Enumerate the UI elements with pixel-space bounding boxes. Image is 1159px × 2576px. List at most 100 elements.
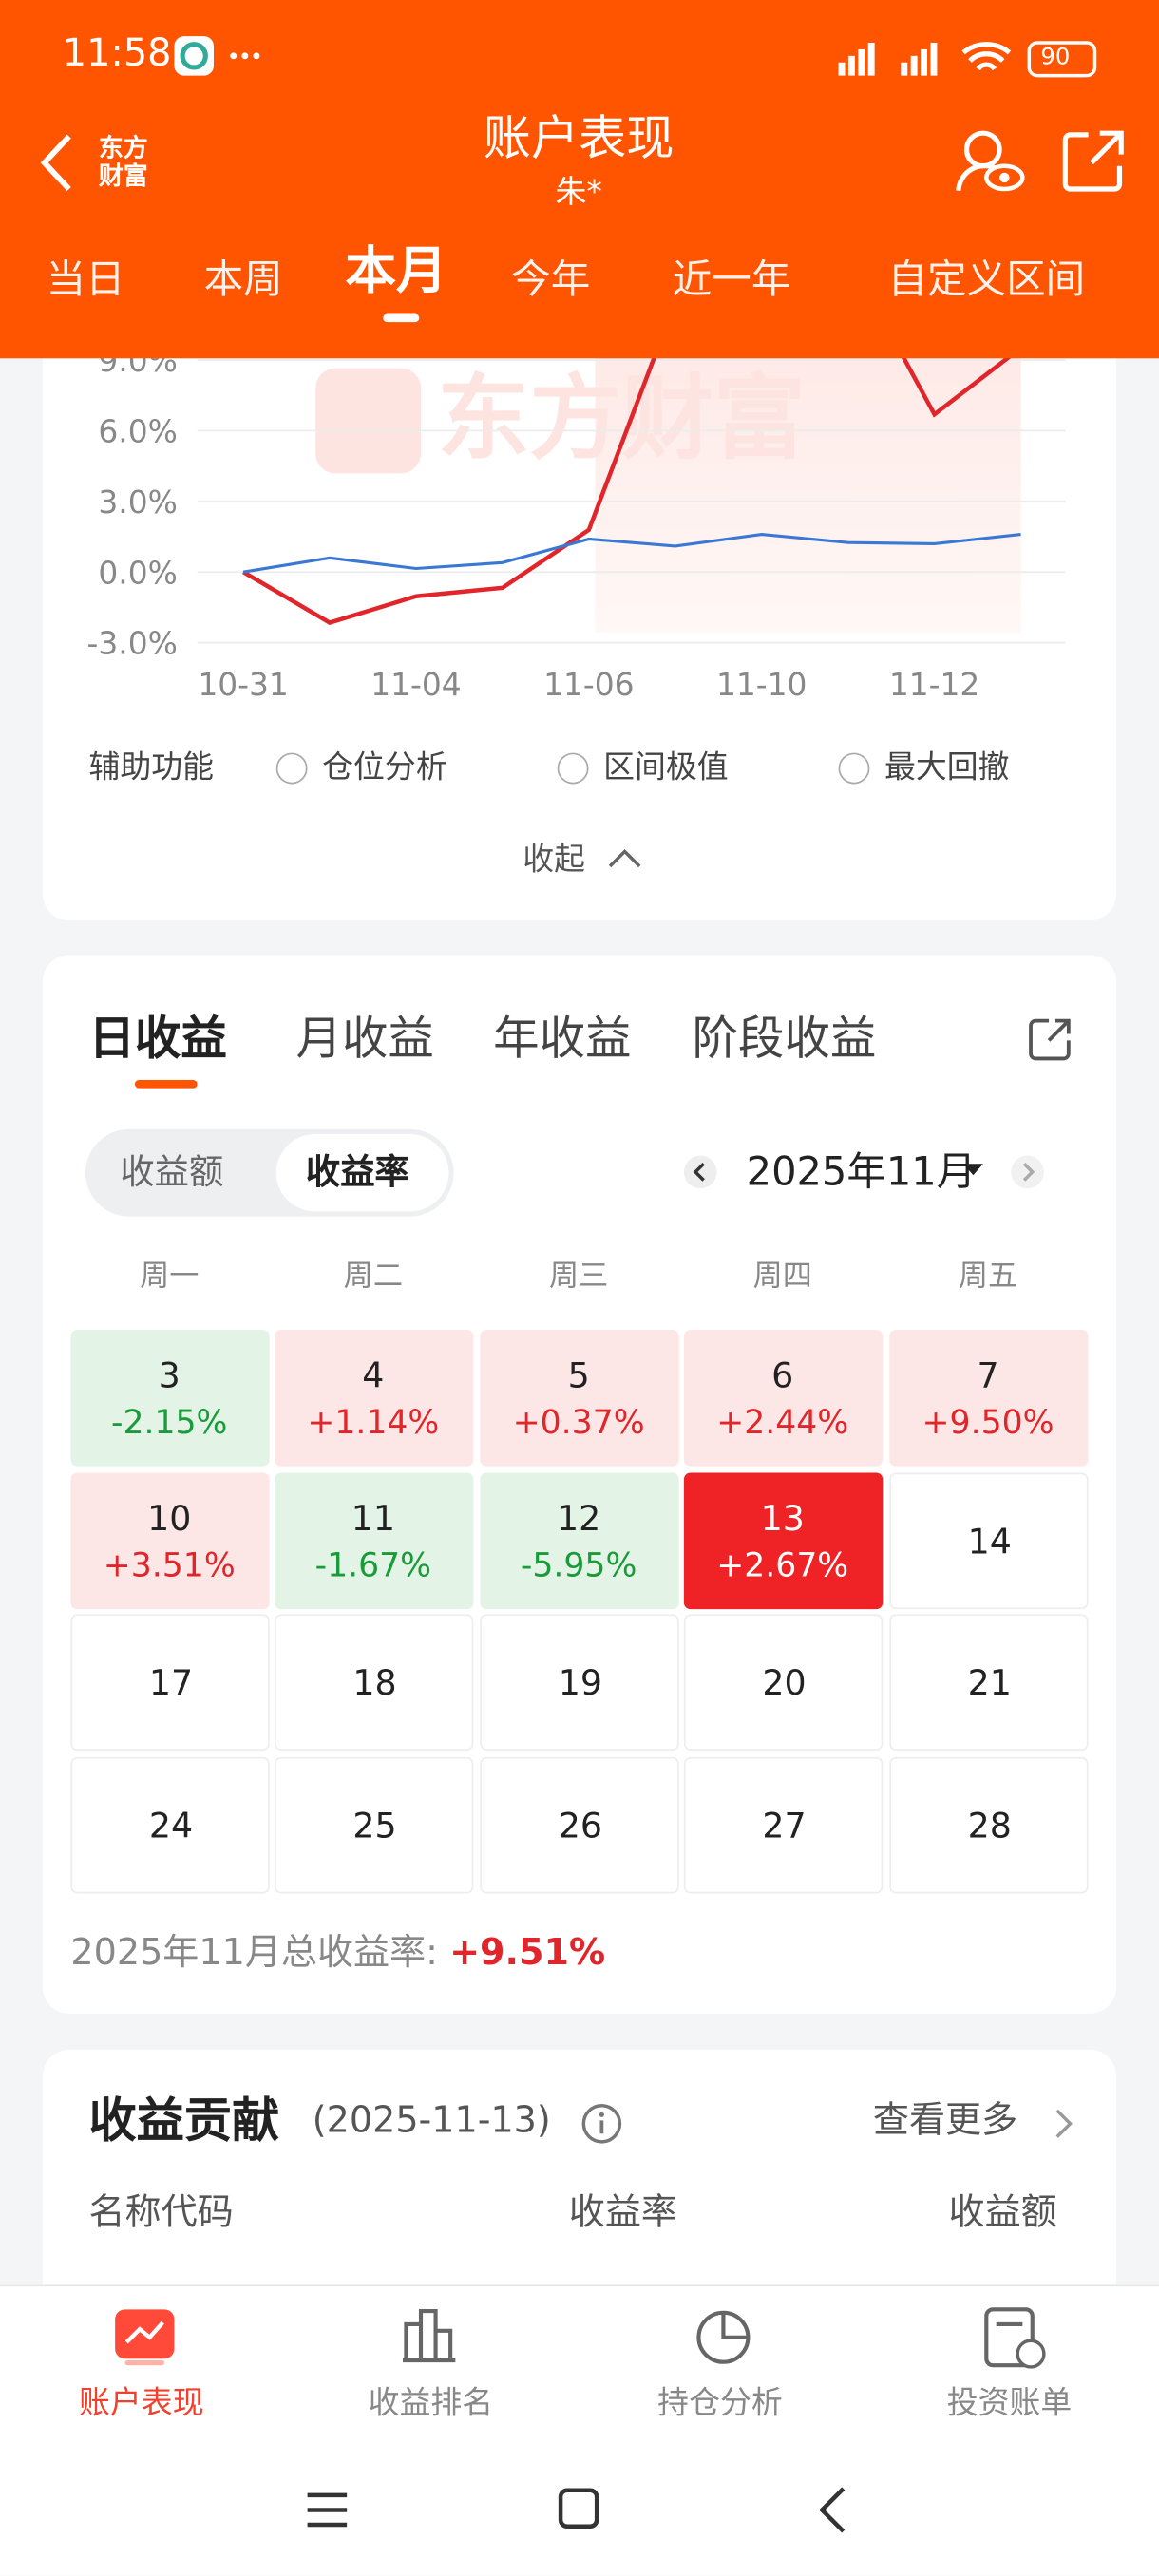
day-cell[interactable]: 18: [274, 1614, 474, 1751]
x-tick-label: 11-04: [370, 666, 461, 703]
day-cell[interactable]: 19: [480, 1614, 679, 1751]
period-tab[interactable]: 本月: [345, 241, 447, 301]
next-month[interactable]: [1010, 1154, 1046, 1190]
day-cell[interactable]: 26: [480, 1756, 679, 1894]
tool-option[interactable]: 仓位分析: [322, 749, 447, 786]
day: 17: [148, 1663, 194, 1703]
back[interactable]: [36, 131, 79, 194]
nav-label[interactable]: 收益排名: [368, 2384, 494, 2422]
range-highlight: [595, 329, 1021, 634]
collapse[interactable]: 收起: [522, 842, 586, 879]
info-icon[interactable]: [580, 2102, 623, 2145]
day: 27: [762, 1806, 807, 1847]
watermark: 东方财富: [437, 365, 806, 472]
column-name: 名称代码: [88, 2192, 234, 2234]
prev-month[interactable]: [682, 1154, 718, 1190]
day: 3: [158, 1355, 180, 1396]
day-cell[interactable]: 12 -5.95%: [480, 1472, 679, 1610]
status-icons-left: [174, 36, 260, 76]
weekday: 周五: [958, 1259, 1018, 1294]
total-value: +9.51%: [449, 1933, 606, 1975]
day-cell[interactable]: 17: [70, 1614, 270, 1751]
tool-option[interactable]: 区间极值: [603, 749, 729, 786]
day-cell[interactable]: 14: [889, 1472, 1089, 1610]
period-tab[interactable]: 近一年: [672, 256, 791, 303]
tools-label: 辅助功能: [88, 749, 214, 786]
status-time: 11:58: [62, 32, 172, 76]
day: 21: [967, 1663, 1012, 1703]
x-tick-label: 11-10: [716, 666, 807, 703]
radio[interactable]: [276, 752, 308, 785]
day-cell[interactable]: 28: [889, 1756, 1089, 1894]
nav-icons: [115, 2307, 1046, 2369]
day-cell[interactable]: 20: [683, 1614, 884, 1751]
watermark-logo: [315, 368, 422, 474]
chart: 东方财富 -3.0%0.0%3.0%6.0%9.0%10-31 11-04 11-0…: [87, 207, 1066, 703]
toggle-rate[interactable]: 收益率: [305, 1152, 409, 1192]
total-label-text: 2025年11月总收益率:: [70, 1933, 439, 1975]
y-tick-label: 3.0%: [98, 483, 177, 521]
day-cell[interactable]: 10 +3.51%: [70, 1472, 270, 1610]
nav-label[interactable]: 账户表现: [79, 2384, 204, 2422]
nav-label[interactable]: 持仓分析: [657, 2384, 783, 2422]
battery: [1027, 41, 1097, 78]
returns-tab[interactable]: 日收益: [88, 1011, 227, 1066]
period-underline: [383, 313, 420, 323]
day: 7: [977, 1355, 999, 1396]
y-tick-label: -3.0%: [87, 625, 178, 662]
radio[interactable]: [838, 752, 870, 785]
toggle-amount[interactable]: 收益额: [120, 1152, 224, 1192]
logo-top: 东方: [98, 133, 148, 163]
subtitle: 朱*: [555, 174, 602, 211]
returns-tab[interactable]: 月收益: [295, 1011, 434, 1066]
y-tick-label: 6.0%: [98, 413, 177, 450]
logo-bottom: 财富: [98, 161, 148, 191]
day: 11: [351, 1499, 395, 1539]
x-tick-label: 11-06: [543, 666, 634, 703]
day: 26: [558, 1806, 602, 1847]
status-icons-right: [838, 42, 1012, 76]
radio[interactable]: [557, 752, 589, 785]
day: 13: [760, 1499, 805, 1539]
day-cell[interactable]: 3 -2.15%: [70, 1329, 270, 1467]
more[interactable]: 查看更多: [872, 2100, 1018, 2142]
month[interactable]: 2025年11月: [746, 1148, 977, 1196]
period-tab[interactable]: 自定义区间: [887, 256, 1086, 303]
day: 12: [557, 1499, 601, 1539]
column-rate: 收益率: [568, 2192, 677, 2234]
returns-tab[interactable]: 年收益: [493, 1011, 632, 1066]
weekday: 周四: [752, 1259, 812, 1294]
day-cell[interactable]: 5 +0.37%: [480, 1329, 679, 1467]
day-cell[interactable]: 21: [889, 1614, 1089, 1751]
day-cell[interactable]: 6 +2.44%: [683, 1329, 884, 1467]
account-icon[interactable]: [954, 128, 1030, 198]
period-tab[interactable]: 本周: [203, 256, 283, 303]
day-change: +0.37%: [512, 1402, 645, 1442]
weekday: 周一: [140, 1259, 200, 1294]
day-change: +9.50%: [922, 1402, 1054, 1442]
title: 账户表现: [483, 109, 674, 166]
system-nav: [307, 2487, 846, 2533]
day-cell[interactable]: 24: [70, 1756, 270, 1894]
day-cell[interactable]: 25: [274, 1756, 474, 1894]
nav-label[interactable]: 投资账单: [946, 2384, 1073, 2422]
period-tab[interactable]: 今年: [511, 256, 591, 303]
column-amount: 收益额: [948, 2192, 1057, 2234]
share-icon[interactable]: [1026, 1014, 1075, 1064]
day: 6: [771, 1355, 794, 1396]
day-cell[interactable]: 7 +9.50%: [889, 1329, 1089, 1467]
total-label: 2025年11月总收益率: +9.51%: [70, 1936, 605, 1973]
export-icon[interactable]: [1060, 128, 1126, 194]
toggle-active: [276, 1134, 449, 1212]
returns-tab[interactable]: 阶段收益: [692, 1011, 877, 1066]
day: 19: [558, 1663, 602, 1703]
day-cell[interactable]: 13 +2.67%: [683, 1472, 884, 1610]
day-cell[interactable]: 27: [683, 1756, 884, 1894]
day-change: +2.44%: [716, 1402, 849, 1442]
day-change: -2.15%: [111, 1402, 228, 1442]
day-cell[interactable]: 4 +1.14%: [274, 1329, 474, 1467]
tool-option[interactable]: 最大回撤: [884, 749, 1010, 786]
period-tab[interactable]: 当日: [46, 256, 125, 303]
day-cell[interactable]: 11 -1.67%: [274, 1472, 474, 1610]
